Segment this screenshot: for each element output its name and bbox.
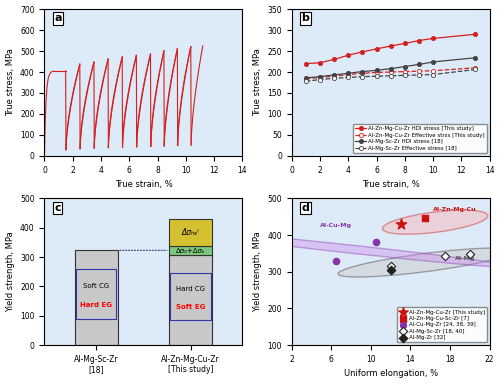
Al-Mg-Sc-Zr Effective stress [18] xyxy=(374,74,380,78)
Al-Mg-Sc-Zr HDI stress [18] xyxy=(331,73,337,77)
Ellipse shape xyxy=(338,248,500,277)
Text: a: a xyxy=(54,13,62,23)
Y-axis label: True stress, MPa: True stress, MPa xyxy=(253,48,262,116)
Al-Zn-Mg-Cu-Zr Effective strss [This study] xyxy=(430,68,436,73)
Al-Mg-Sc-Zr Effective stress [18] xyxy=(472,67,478,72)
Text: Soft CG: Soft CG xyxy=(83,283,110,289)
Ellipse shape xyxy=(194,232,500,268)
Line: Al-Zn-Mg-Cu-Zr Effective strss [This study]: Al-Zn-Mg-Cu-Zr Effective strss [This stu… xyxy=(304,66,478,81)
Bar xyxy=(170,219,212,247)
Al-Zn-Mg-Cu-Zr HDI stress [This study] xyxy=(360,50,366,54)
Text: Al-Cu-Mg: Al-Cu-Mg xyxy=(320,223,352,228)
Al-Mg-Sc-Zr Effective stress [18] xyxy=(388,73,394,78)
Al-Zn-Mg-Cu-Zr Effective strss [This study] xyxy=(303,76,309,81)
Point xyxy=(396,221,404,227)
Legend: Al-Zn-Mg-Cu-Zr [This study], Al-Zn-Mg-Cu-Sc-Zr [7], Al-Cu-Mg-Zr [24, 38, 39], Al: Al-Zn-Mg-Cu-Zr [This study], Al-Zn-Mg-Cu… xyxy=(397,307,487,343)
Al-Mg-Sc-Zr Effective stress [18] xyxy=(331,76,337,81)
Legend: Al-Zn-Mg-Cu-Zr HDI stress [This study], Al-Zn-Mg-Cu-Zr Effective strss [This stu: Al-Zn-Mg-Cu-Zr HDI stress [This study], … xyxy=(353,124,487,153)
Al-Zn-Mg-Cu-Zr Effective strss [This study] xyxy=(402,69,408,74)
X-axis label: True strain, %: True strain, % xyxy=(114,180,172,189)
Point xyxy=(422,215,430,222)
Al-Zn-Mg-Cu-Zr Effective strss [This study] xyxy=(374,70,380,75)
Al-Zn-Mg-Cu-Zr HDI stress [This study] xyxy=(388,44,394,48)
Text: Hard CG: Hard CG xyxy=(176,286,205,292)
Al-Mg-Sc-Zr HDI stress [18] xyxy=(303,76,309,80)
Point xyxy=(372,239,380,245)
Al-Mg-Sc-Zr Effective stress [18] xyxy=(303,79,309,84)
Al-Zn-Mg-Cu-Zr Effective strss [This study] xyxy=(331,74,337,78)
Al-Zn-Mg-Cu-Zr Effective strss [This study] xyxy=(317,75,323,80)
Al-Zn-Mg-Cu-Zr HDI stress [This study] xyxy=(472,32,478,36)
X-axis label: Uniform elongation, %: Uniform elongation, % xyxy=(344,369,438,379)
Bar xyxy=(170,247,212,255)
Al-Mg-Sc-Zr Effective stress [18] xyxy=(317,77,323,82)
Line: Al-Mg-Sc-Zr HDI stress [18]: Al-Mg-Sc-Zr HDI stress [18] xyxy=(304,56,478,80)
Text: c: c xyxy=(54,203,61,213)
Text: Δσₕₑᴵ: Δσₕₑᴵ xyxy=(182,228,200,237)
Al-Mg-Sc-Zr HDI stress [18] xyxy=(345,71,351,76)
Al-Zn-Mg-Cu-Zr HDI stress [This study] xyxy=(374,46,380,51)
Text: Al-Mg: Al-Mg xyxy=(454,256,475,261)
Text: Hard EG: Hard EG xyxy=(80,302,112,308)
Bar xyxy=(170,255,212,345)
Text: Δσ₀+Δσₖ: Δσ₀+Δσₖ xyxy=(176,248,206,253)
Al-Zn-Mg-Cu-Zr HDI stress [This study] xyxy=(303,61,309,66)
Y-axis label: Yield strength, MPa: Yield strength, MPa xyxy=(253,231,262,312)
Al-Mg-Sc-Zr Effective stress [18] xyxy=(430,72,436,77)
Line: Al-Zn-Mg-Cu-Zr HDI stress [This study]: Al-Zn-Mg-Cu-Zr HDI stress [This study] xyxy=(304,32,478,66)
Al-Mg-Sc-Zr HDI stress [18] xyxy=(360,69,366,74)
Y-axis label: Yield strength, MPa: Yield strength, MPa xyxy=(6,231,15,312)
Line: Al-Mg-Sc-Zr Effective stress [18]: Al-Mg-Sc-Zr Effective stress [18] xyxy=(304,68,478,83)
Al-Zn-Mg-Cu-Zr HDI stress [This study] xyxy=(416,38,422,43)
Al-Mg-Sc-Zr Effective stress [18] xyxy=(360,74,366,79)
Al-Mg-Sc-Zr Effective stress [18] xyxy=(345,75,351,80)
Al-Zn-Mg-Cu-Zr Effective strss [This study] xyxy=(472,66,478,70)
Al-Mg-Sc-Zr HDI stress [18] xyxy=(430,60,436,64)
Al-Zn-Mg-Cu-Zr Effective strss [This study] xyxy=(416,69,422,73)
Al-Mg-Sc-Zr Effective stress [18] xyxy=(416,73,422,77)
Al-Mg-Sc-Zr HDI stress [18] xyxy=(402,64,408,69)
Al-Zn-Mg-Cu-Zr Effective strss [This study] xyxy=(388,70,394,74)
Bar xyxy=(75,250,118,345)
Ellipse shape xyxy=(382,210,488,234)
Y-axis label: True stress, MPa: True stress, MPa xyxy=(6,48,15,116)
Point xyxy=(386,267,394,273)
X-axis label: True strain, %: True strain, % xyxy=(362,180,420,189)
Al-Zn-Mg-Cu-Zr Effective strss [This study] xyxy=(360,71,366,76)
Bar xyxy=(170,273,210,320)
Al-Zn-Mg-Cu-Zr HDI stress [This study] xyxy=(345,53,351,58)
Al-Zn-Mg-Cu-Zr HDI stress [This study] xyxy=(317,60,323,65)
Point xyxy=(332,258,340,265)
Point xyxy=(466,251,474,257)
Point xyxy=(386,263,394,269)
Text: Soft EG: Soft EG xyxy=(176,304,206,310)
Point xyxy=(441,253,449,259)
Al-Mg-Sc-Zr Effective stress [18] xyxy=(402,73,408,78)
Al-Zn-Mg-Cu-Zr HDI stress [This study] xyxy=(402,41,408,46)
Al-Mg-Sc-Zr HDI stress [18] xyxy=(374,68,380,73)
Al-Zn-Mg-Cu-Zr HDI stress [This study] xyxy=(430,36,436,41)
Text: Al-Zn-Mg-Cu: Al-Zn-Mg-Cu xyxy=(433,207,477,212)
Al-Zn-Mg-Cu-Zr HDI stress [This study] xyxy=(331,57,337,62)
Al-Mg-Sc-Zr HDI stress [18] xyxy=(472,55,478,60)
Al-Mg-Sc-Zr HDI stress [18] xyxy=(416,62,422,67)
Bar xyxy=(76,269,116,319)
Al-Mg-Sc-Zr HDI stress [18] xyxy=(388,66,394,71)
Text: d: d xyxy=(302,203,310,213)
Al-Mg-Sc-Zr HDI stress [18] xyxy=(317,74,323,79)
Al-Zn-Mg-Cu-Zr Effective strss [This study] xyxy=(345,72,351,77)
Text: b: b xyxy=(302,13,310,23)
